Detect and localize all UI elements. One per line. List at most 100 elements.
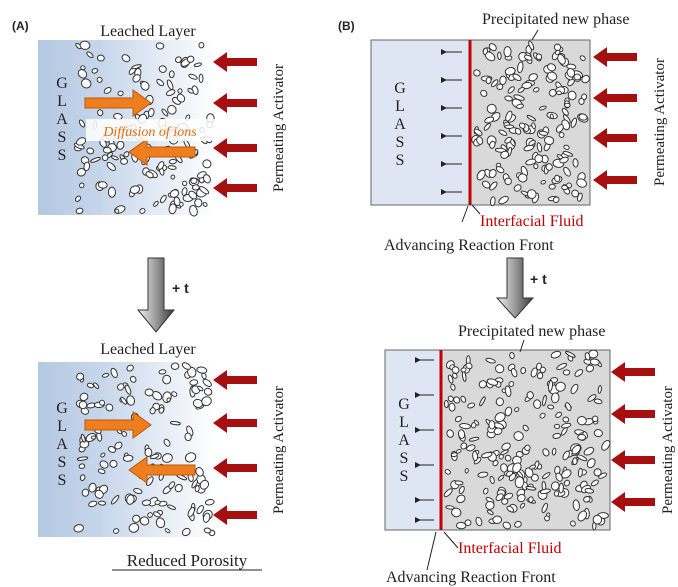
pore [536,142,543,153]
pore [538,130,549,136]
pore [97,468,106,475]
diffusion-label: Diffusion of ions [102,125,197,140]
pore [123,151,130,158]
pore [506,505,514,513]
pore [497,474,505,481]
pore [489,475,495,484]
pore [75,207,84,215]
pore [485,500,495,510]
pore [583,496,591,503]
pore [473,128,483,136]
pore [481,451,493,459]
pore [476,169,486,181]
pore [159,194,167,204]
glass-label: GLASS [54,400,71,490]
pore [165,89,176,97]
pore [132,74,141,83]
pore [86,147,95,155]
pore [202,378,212,387]
pore [148,107,155,118]
pore [497,51,502,61]
pore [195,467,204,477]
pore [166,397,171,403]
pore [517,493,526,503]
pore [467,402,476,409]
pore [531,122,536,130]
pore [88,500,98,508]
pore [128,522,140,533]
pore [465,362,473,370]
pore [188,73,198,80]
pore [528,496,534,503]
pore [548,183,556,190]
pore [541,472,551,480]
pore [81,488,90,497]
panel-label: (A) [12,19,29,33]
pore [539,412,546,419]
pore [601,439,611,451]
pore [181,527,191,537]
pore [453,396,461,404]
pore [558,132,565,138]
pore [583,447,595,456]
pore [450,452,458,458]
pore [458,485,465,495]
pore [167,105,177,115]
pore [158,407,165,414]
pore [551,392,560,404]
pore [542,448,550,457]
pore [175,56,182,64]
pore [517,173,528,183]
pore [202,174,211,184]
pore [460,395,467,403]
pore [79,392,89,402]
pore [73,524,84,533]
pore [181,187,188,196]
pore [446,429,454,438]
pore [443,488,453,498]
pore [443,400,449,409]
pore [567,90,577,101]
pore [466,444,476,452]
pore [492,459,499,467]
pore [114,441,123,450]
pore [77,69,88,79]
pore [454,480,464,486]
pore [534,154,544,164]
pore [508,381,515,387]
pore [504,385,512,398]
pore [202,512,211,523]
pore [460,442,468,450]
pore [90,435,97,440]
pore [504,177,512,186]
activator-arrow [593,47,637,67]
pore [455,449,462,454]
caption: Reduced Porosity [127,551,248,570]
pore [107,186,116,198]
pore [547,71,558,81]
pore [548,88,557,97]
pore [538,105,547,111]
pore [504,67,516,76]
activator-label: Permeating Activator [652,58,668,186]
pore [543,136,555,145]
pore [472,450,479,462]
pore [573,73,582,81]
pore [153,200,159,207]
pore [181,180,188,187]
pore [198,42,205,49]
pore [120,157,129,165]
pore [536,372,544,380]
phase-label: Precipitated new phase [458,323,606,340]
pore [184,432,192,442]
fluid-label: Interfacial Fluid [480,213,584,230]
pore [153,511,161,518]
pore [552,433,562,439]
pore [451,366,460,374]
pore [515,451,524,458]
pore [149,407,156,415]
pore [78,463,86,469]
activator-arrow [213,413,257,433]
activator-arrow [593,170,637,190]
